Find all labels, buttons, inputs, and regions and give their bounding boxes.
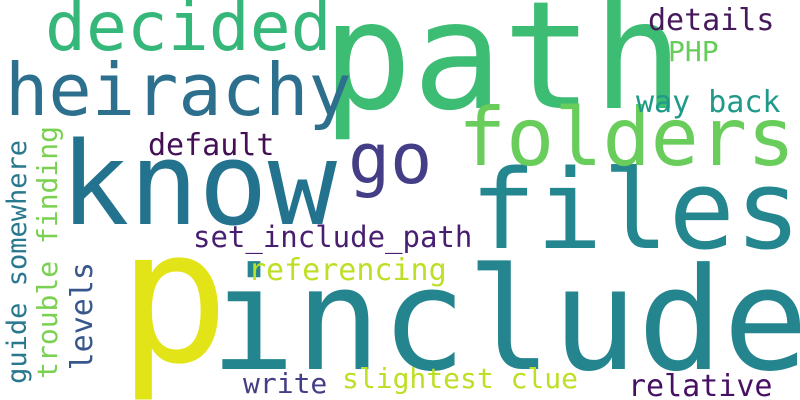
word-go: go — [348, 118, 433, 200]
word-write: write — [243, 367, 328, 400]
word-details: details — [648, 3, 775, 38]
word-php: PHP — [668, 35, 719, 68]
word-referencing: referencing — [248, 253, 447, 288]
word-files: files — [470, 146, 800, 274]
word-relative: relative — [628, 369, 773, 400]
word-levels: levels — [65, 262, 100, 371]
word-guide-somewhere: guide somewhere — [2, 140, 33, 384]
word-slightest-clue: slightest clue — [342, 362, 579, 395]
word-decided: decided — [45, 0, 332, 67]
word-trouble-finding: trouble finding — [31, 126, 64, 379]
word-know: know — [60, 118, 337, 252]
word-default: default — [148, 128, 275, 163]
word-way-back: way back — [636, 85, 781, 120]
word-path: path — [322, 0, 684, 144]
word-include: include — [210, 238, 800, 400]
word-p: p — [118, 189, 230, 400]
word-set-include-path: set_include_path — [193, 220, 473, 254]
word-folders: folders — [458, 91, 796, 184]
word-heirachy: heirachy — [5, 48, 352, 132]
